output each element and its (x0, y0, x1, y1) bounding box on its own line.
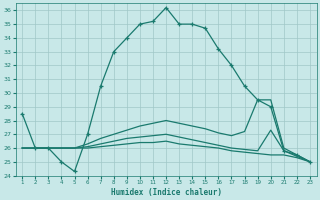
X-axis label: Humidex (Indice chaleur): Humidex (Indice chaleur) (111, 188, 221, 197)
